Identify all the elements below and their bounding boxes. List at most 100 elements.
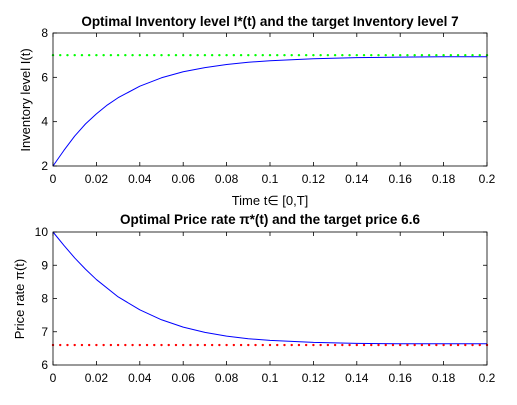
price-chart-target-dot (131, 343, 134, 347)
price-chart-ytick-label: 9 (41, 258, 48, 272)
price-chart-xtick-label: 0.16 (389, 371, 413, 385)
price-chart-xtick-label: 0 (50, 371, 57, 385)
price-chart-target-dot (116, 343, 120, 347)
inventory-chart-target-dot (73, 53, 76, 57)
inventory-chart-target-dot (464, 53, 467, 57)
inventory-chart-target-dot (247, 53, 250, 57)
inventory-chart-target-dot (326, 53, 330, 57)
inventory-chart: Optimal Inventory level I*(t) and the ta… (18, 14, 496, 208)
price-chart-target-dot (145, 343, 149, 347)
price-chart-axes-box (52, 231, 488, 366)
inventory-chart-target-dot (138, 53, 141, 57)
price-chart-target-dot (254, 343, 257, 347)
price-chart-target-dot (362, 343, 366, 347)
price-chart-ticks: 0 0.02 0.04 0.06 0.08 0.1 0.12 0.14 0.16 0.18 0.2 6… (35, 225, 496, 385)
inventory-chart-target-dot (80, 53, 84, 57)
inventory-chart-xtick-label: 0.16 (389, 172, 413, 186)
inventory-chart-target-dot (348, 53, 351, 57)
inventory-chart-target-dot (196, 53, 199, 57)
price-chart-target-dot (413, 343, 416, 347)
price-chart-target-dot (297, 343, 301, 347)
inventory-chart-target-dot (189, 53, 192, 57)
inventory-chart-target-dot (391, 53, 395, 57)
inventory-chart-ytick-label: 8 (41, 26, 48, 40)
inventory-chart-target-dot (319, 53, 322, 57)
inventory-chart-target-dot (203, 53, 207, 57)
price-chart-target-dot (420, 343, 424, 347)
inventory-chart-target-dot (456, 53, 460, 57)
price-chart-xtick-label: 0.06 (172, 371, 196, 385)
inventory-chart-target-dot (399, 53, 402, 57)
price-chart-target-dot (102, 343, 105, 347)
inventory-chart-target-dot (116, 53, 120, 57)
price-chart-target-dot (276, 343, 279, 347)
inventory-chart-target-dot (66, 53, 69, 57)
inventory-chart-xtick-label: 0.12 (302, 172, 326, 186)
price-chart-target-dot (66, 343, 69, 347)
price-chart-target-dot (341, 343, 344, 347)
price-chart-xtick-label: 0.04 (128, 371, 152, 385)
price-chart-target-dot (268, 343, 272, 347)
price-chart-ytick-label: 8 (41, 292, 48, 306)
price-chart-target-dot (435, 343, 438, 347)
price-chart-xtick-label: 0.14 (345, 371, 369, 385)
price-chart-target-dot (406, 343, 409, 347)
inventory-chart-xtick-label: 0.18 (432, 172, 456, 186)
price-chart-target-dot (456, 343, 460, 347)
inventory-chart-target-dot (87, 53, 91, 57)
inventory-chart-title: Optimal Inventory level I*(t) and the ta… (81, 14, 458, 29)
price-chart-xtick-label: 0.2 (479, 371, 496, 385)
inventory-chart-target-dot (420, 53, 424, 57)
inventory-chart-target-dot (225, 53, 228, 57)
inventory-chart-target-dot (268, 53, 272, 57)
price-chart-target-dot (370, 343, 373, 347)
price-chart-target-dot (399, 343, 402, 347)
price-chart-target-dot (319, 343, 322, 347)
price-chart-target-dot (427, 343, 431, 347)
inventory-chart-target-dot (109, 53, 113, 57)
price-chart-title: Optimal Price rate π*(t) and the target … (120, 212, 420, 227)
price-chart-target-dot (384, 343, 387, 347)
inventory-chart-target-dot (333, 53, 337, 57)
price-chart-target-dot (478, 343, 481, 347)
price-chart-ytick-label: 7 (41, 325, 48, 339)
inventory-chart-xtick-label: 0.06 (172, 172, 196, 186)
inventory-chart-target-dot (283, 53, 286, 57)
inventory-chart-target-dot (174, 53, 178, 57)
inventory-chart-target-dot (131, 53, 134, 57)
price-chart-target-dot (59, 343, 62, 347)
price-chart-xtick-label: 0.08 (215, 371, 239, 385)
price-chart-target-dot (225, 343, 228, 347)
inventory-chart-target-dot (167, 53, 170, 57)
inventory-chart-xtick-label: 0.14 (345, 172, 369, 186)
inventory-chart-target-dot (478, 53, 481, 57)
price-chart-target-dot (87, 343, 91, 347)
price-chart-target-dot (391, 343, 395, 347)
inventory-chart-xlabel: Time t∈ [0,T] (232, 193, 309, 208)
inventory-chart-target-dot (304, 53, 308, 57)
price-chart-target-dot (449, 343, 453, 347)
price-chart-target-dot (312, 343, 315, 347)
inventory-chart-target-dot (297, 53, 301, 57)
inventory-chart-target-dot (413, 53, 416, 57)
inventory-chart-ytick-label: 4 (41, 115, 48, 129)
price-chart-target-dot (160, 343, 163, 347)
inventory-chart-target-dot (145, 53, 149, 57)
inventory-chart-ytick-label: 6 (41, 70, 48, 84)
inventory-chart-target-dot (261, 53, 264, 57)
inventory-chart-target-dot (449, 53, 453, 57)
price-chart-target-dot (138, 343, 141, 347)
inventory-chart-target-dot (276, 53, 279, 57)
price-chart-target-dot (153, 343, 156, 347)
inventory-chart-target-dot (435, 53, 438, 57)
price-chart-xtick-label: 0.12 (302, 371, 326, 385)
price-chart-target-dot (80, 343, 84, 347)
inventory-chart-series (51, 53, 489, 167)
inventory-chart-xtick-label: 0.2 (479, 172, 496, 186)
price-chart-target-dot (218, 343, 221, 347)
inventory-chart-ylabel: Inventory level I(t) (18, 48, 33, 151)
price-chart: Optimal Price rate π*(t) and the target … (12, 212, 496, 385)
inventory-chart-target-dot (370, 53, 373, 57)
inventory-chart-target-dot (102, 53, 105, 57)
price-chart-target-dot (471, 343, 474, 347)
